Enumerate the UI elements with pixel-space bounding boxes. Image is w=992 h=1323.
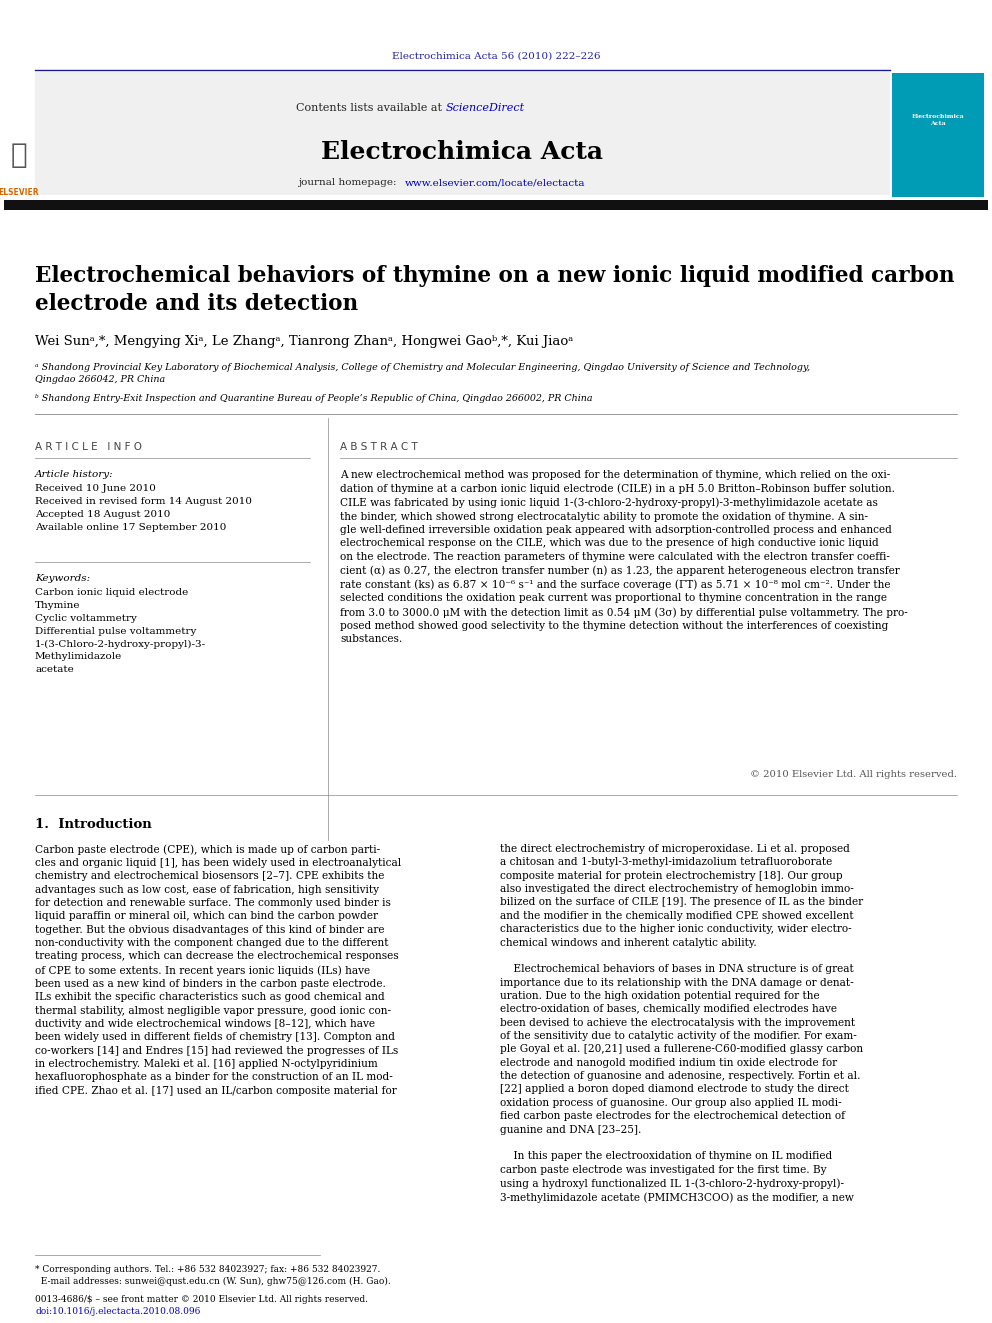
Text: 1.  Introduction: 1. Introduction — [35, 818, 152, 831]
Bar — [4, 200, 988, 210]
Text: E-mail addresses: sunwei@qust.edu.cn (W. Sun), ghw75@126.com (H. Gao).: E-mail addresses: sunwei@qust.edu.cn (W.… — [35, 1277, 391, 1286]
Text: ᵃ Shandong Provincial Key Laboratory of Biochemical Analysis, College of Chemist: ᵃ Shandong Provincial Key Laboratory of … — [35, 363, 810, 384]
Text: A R T I C L E   I N F O: A R T I C L E I N F O — [35, 442, 142, 452]
Text: Electrochimica
Acta: Electrochimica Acta — [912, 114, 964, 126]
Text: Keywords:: Keywords: — [35, 574, 90, 583]
Text: ELSEVIER: ELSEVIER — [0, 188, 40, 197]
Text: 🌳: 🌳 — [11, 142, 28, 169]
FancyBboxPatch shape — [892, 73, 984, 197]
Text: Electrochimica Acta: Electrochimica Acta — [321, 140, 603, 164]
Text: www.elsevier.com/locate/electacta: www.elsevier.com/locate/electacta — [405, 179, 585, 187]
Text: Electrochemical behaviors of thymine on a new ionic liquid modified carbon
elect: Electrochemical behaviors of thymine on … — [35, 265, 954, 315]
FancyBboxPatch shape — [35, 71, 890, 194]
FancyBboxPatch shape — [4, 73, 34, 197]
Text: Contents lists available at: Contents lists available at — [296, 103, 445, 112]
Text: ᵇ Shandong Entry-Exit Inspection and Quarantine Bureau of People’s Republic of C: ᵇ Shandong Entry-Exit Inspection and Qua… — [35, 394, 592, 404]
Text: 0013-4686/$ – see front matter © 2010 Elsevier Ltd. All rights reserved.: 0013-4686/$ – see front matter © 2010 El… — [35, 1295, 368, 1304]
Text: doi:10.1016/j.electacta.2010.08.096: doi:10.1016/j.electacta.2010.08.096 — [35, 1307, 200, 1316]
Text: journal homepage:: journal homepage: — [299, 179, 400, 187]
Text: * Corresponding authors. Tel.: +86 532 84023927; fax: +86 532 84023927.: * Corresponding authors. Tel.: +86 532 8… — [35, 1265, 380, 1274]
Text: Electrochimica Acta 56 (2010) 222–226: Electrochimica Acta 56 (2010) 222–226 — [392, 52, 600, 61]
Text: Wei Sunᵃ,*, Mengying Xiᵃ, Le Zhangᵃ, Tianrong Zhanᵃ, Hongwei Gaoᵇ,*, Kui Jiaoᵃ: Wei Sunᵃ,*, Mengying Xiᵃ, Le Zhangᵃ, Tia… — [35, 335, 573, 348]
Text: Carbon ionic liquid electrode
Thymine
Cyclic voltammetry
Differential pulse volt: Carbon ionic liquid electrode Thymine Cy… — [35, 587, 206, 675]
Text: A new electrochemical method was proposed for the determination of thymine, whic: A new electrochemical method was propose… — [340, 470, 908, 644]
Text: Article history:: Article history: — [35, 470, 114, 479]
Text: Carbon paste electrode (CPE), which is made up of carbon parti-
cles and organic: Carbon paste electrode (CPE), which is m… — [35, 844, 401, 1095]
Text: ScienceDirect: ScienceDirect — [446, 103, 525, 112]
Text: A B S T R A C T: A B S T R A C T — [340, 442, 418, 452]
Text: © 2010 Elsevier Ltd. All rights reserved.: © 2010 Elsevier Ltd. All rights reserved… — [750, 770, 957, 779]
Text: the direct electrochemistry of microperoxidase. Li et al. proposed
a chitosan an: the direct electrochemistry of micropero… — [500, 844, 863, 1203]
Text: Received 10 June 2010
Received in revised form 14 August 2010
Accepted 18 August: Received 10 June 2010 Received in revise… — [35, 484, 252, 532]
